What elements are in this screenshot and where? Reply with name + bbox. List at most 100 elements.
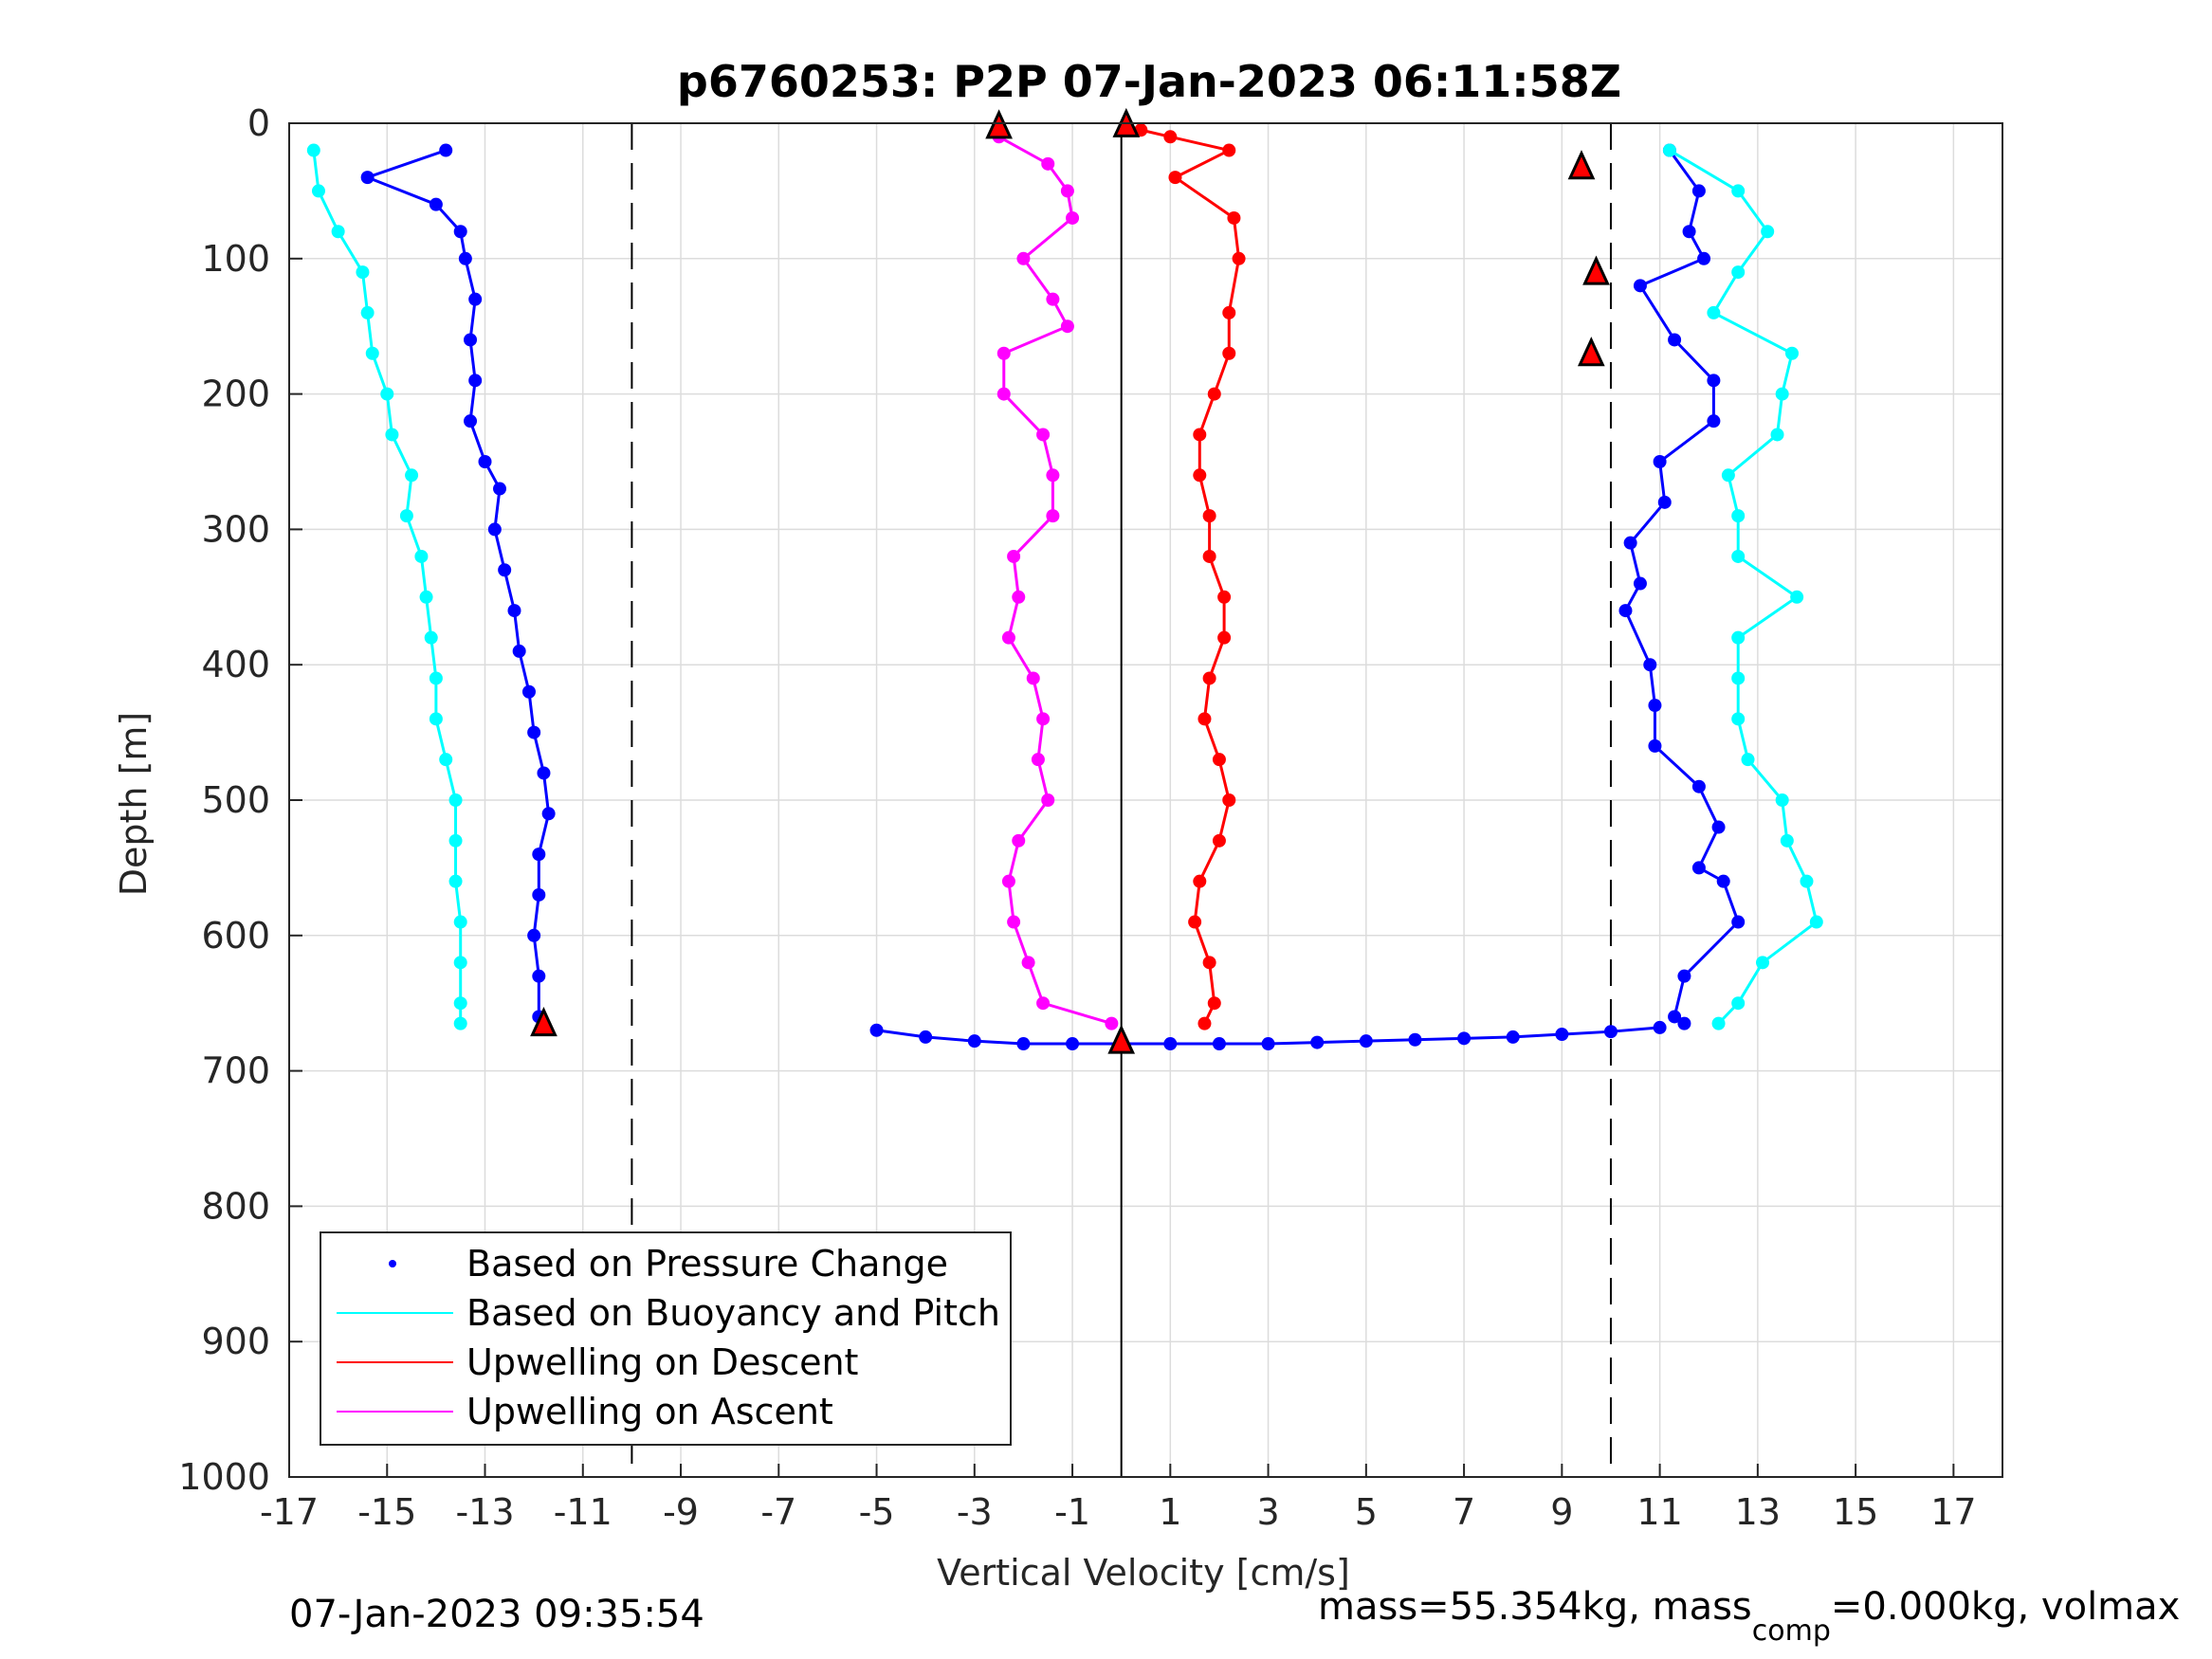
data-point (419, 590, 433, 604)
data-point (1105, 1016, 1119, 1030)
y-tick-label: 400 (201, 644, 270, 685)
data-point (1066, 210, 1080, 225)
data-point (1731, 671, 1746, 685)
data-point (1036, 428, 1051, 442)
data-point (1012, 590, 1026, 604)
x-tick-label: -9 (663, 1491, 699, 1533)
y-tick-label: 200 (201, 374, 270, 415)
triangle-marker (1577, 337, 1605, 367)
data-point (1212, 833, 1226, 848)
data-point (1707, 374, 1721, 388)
data-point (1227, 210, 1241, 225)
data-point (424, 630, 438, 645)
data-point (1036, 712, 1051, 726)
data-point (1756, 956, 1770, 970)
data-point (1731, 915, 1746, 929)
data-point (1790, 590, 1804, 604)
footer-timestamp: 07-Jan-2023 09:35:54 (289, 1593, 704, 1636)
triangle-marker (530, 1007, 558, 1037)
data-point (439, 143, 453, 157)
data-point (453, 956, 467, 970)
data-point (1618, 604, 1633, 618)
data-point (385, 428, 399, 442)
data-point (532, 848, 546, 862)
y-axis-title: Depth [m] (113, 712, 155, 897)
data-point (1016, 1037, 1031, 1051)
x-tick-label: -7 (760, 1491, 796, 1533)
data-point (1222, 793, 1236, 807)
x-tick-label: -5 (859, 1491, 895, 1533)
data-point (1060, 184, 1074, 198)
x-tick-label: 17 (1930, 1491, 1976, 1533)
data-point (512, 644, 526, 658)
data-point (1668, 1010, 1682, 1024)
data-point (1001, 874, 1015, 888)
data-point (1066, 1037, 1080, 1051)
data-point (1775, 793, 1789, 807)
legend-label: Upwelling on Ascent (466, 1391, 833, 1432)
legend-label: Upwelling on Descent (466, 1341, 858, 1383)
data-point (405, 468, 419, 483)
data-point (1555, 1028, 1569, 1042)
legend-dot (389, 1260, 396, 1267)
y-tick-label: 1000 (178, 1456, 270, 1498)
legend: Based on Pressure Change Based on Buoyanc… (320, 1231, 1012, 1446)
data-point (453, 225, 467, 239)
data-point (1648, 738, 1662, 753)
data-point (1716, 874, 1730, 888)
data-point (1784, 346, 1799, 360)
x-tick-label: 5 (1355, 1491, 1378, 1533)
data-point (1007, 549, 1021, 563)
data-point (1731, 265, 1746, 280)
data-point (967, 1034, 981, 1048)
data-point (365, 346, 379, 360)
triangle-marker (985, 109, 1013, 139)
data-point (331, 225, 345, 239)
data-point (1711, 820, 1726, 834)
data-point (1197, 712, 1212, 726)
y-tick-label: 100 (201, 238, 270, 280)
data-point (1657, 495, 1672, 509)
data-point (1012, 833, 1026, 848)
data-point (1168, 171, 1182, 185)
data-point (1731, 630, 1746, 645)
data-point (1741, 753, 1755, 767)
mass-sub: comp (1752, 1614, 1831, 1648)
data-point (1731, 712, 1746, 726)
data-point (498, 563, 512, 577)
x-tick-label: -17 (260, 1491, 319, 1533)
data-point (356, 265, 370, 280)
data-point (1217, 630, 1232, 645)
data-point (1623, 536, 1637, 550)
data-point (507, 604, 521, 618)
data-point (1711, 1016, 1726, 1030)
data-point (1212, 753, 1226, 767)
data-point (1731, 549, 1746, 563)
data-point (1653, 1020, 1667, 1034)
footer-mass-info: mass=55.354kg, masscomp=0.000kg, volmax (1318, 1585, 2180, 1648)
data-point (1310, 1035, 1325, 1049)
data-point (1780, 833, 1794, 848)
mass-rest: =0.000kg, volmax (1831, 1585, 2180, 1629)
data-point (1731, 509, 1746, 523)
data-point (1188, 915, 1202, 929)
data-point (1222, 143, 1236, 157)
x-tick-label: 7 (1453, 1491, 1475, 1533)
data-point (1668, 333, 1682, 347)
data-point (527, 725, 541, 739)
series-line (1669, 149, 1819, 1025)
data-point (448, 874, 463, 888)
data-point (1506, 1030, 1520, 1044)
data-point (458, 251, 472, 265)
marker-layer (530, 107, 1610, 1054)
data-point (1648, 699, 1662, 713)
data-point (1691, 861, 1706, 875)
data-point (1060, 319, 1074, 334)
data-point (1001, 630, 1015, 645)
legend-box (320, 1231, 1012, 1446)
x-tick-label: -13 (455, 1491, 514, 1533)
data-point (464, 333, 478, 347)
data-point (429, 671, 443, 685)
data-point (453, 1016, 467, 1030)
series-layer (306, 123, 1823, 1051)
